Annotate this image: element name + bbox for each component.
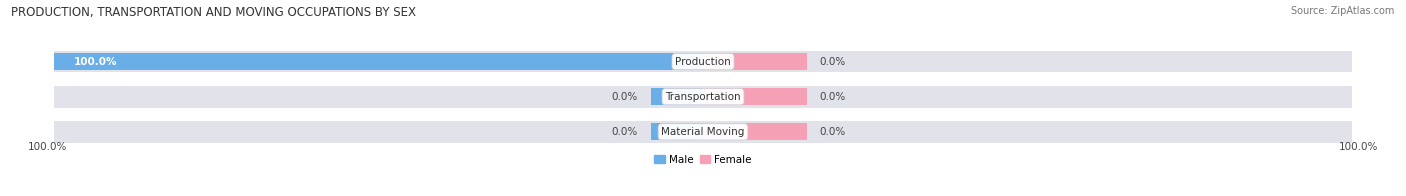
Text: Source: ZipAtlas.com: Source: ZipAtlas.com — [1291, 6, 1395, 16]
Bar — [53, 86, 1353, 108]
Text: Transportation: Transportation — [665, 92, 741, 102]
Text: PRODUCTION, TRANSPORTATION AND MOVING OCCUPATIONS BY SEX: PRODUCTION, TRANSPORTATION AND MOVING OC… — [11, 6, 416, 19]
Text: 0.0%: 0.0% — [612, 127, 638, 137]
Text: Material Moving: Material Moving — [661, 127, 745, 137]
Text: 0.0%: 0.0% — [820, 92, 846, 102]
Bar — [651, 123, 703, 140]
Bar — [703, 123, 807, 140]
Bar — [53, 51, 1353, 73]
Bar — [53, 121, 1353, 143]
Bar — [703, 53, 807, 70]
Bar — [651, 88, 703, 105]
Bar — [703, 88, 807, 105]
Legend: Male, Female: Male, Female — [650, 151, 756, 169]
Bar — [53, 53, 703, 70]
Text: 100.0%: 100.0% — [28, 142, 67, 152]
Text: Production: Production — [675, 57, 731, 67]
Text: 0.0%: 0.0% — [820, 57, 846, 67]
Text: 100.0%: 100.0% — [1339, 142, 1378, 152]
Text: 100.0%: 100.0% — [73, 57, 117, 67]
Text: 0.0%: 0.0% — [820, 127, 846, 137]
Text: 0.0%: 0.0% — [612, 92, 638, 102]
